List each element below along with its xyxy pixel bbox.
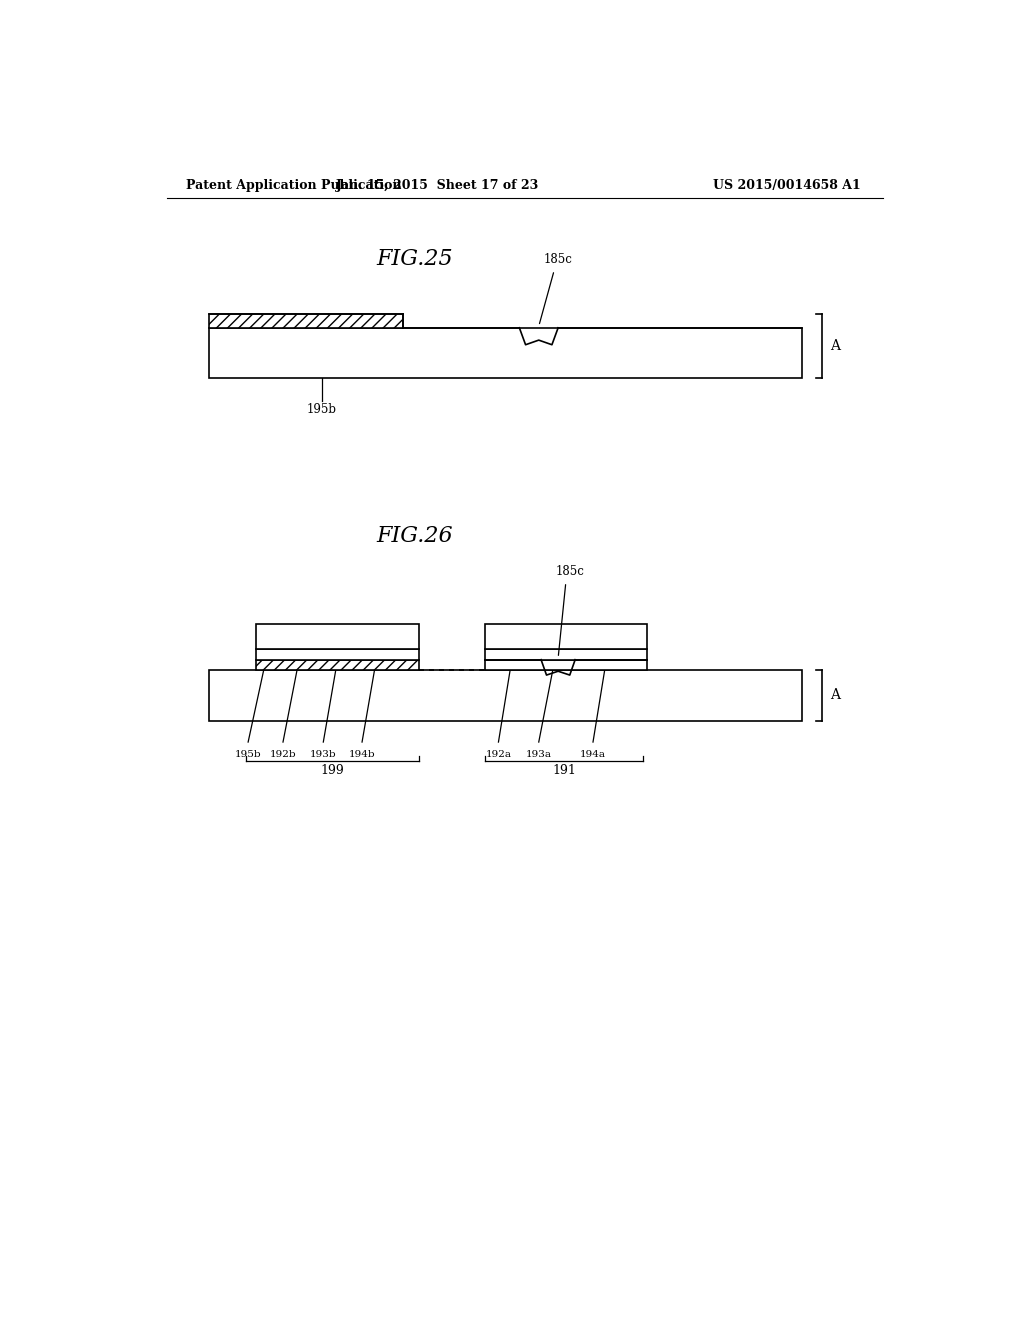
Text: A: A	[830, 689, 840, 702]
Bar	[484, 660, 647, 671]
Bar	[209, 314, 403, 327]
Text: 194a: 194a	[580, 750, 606, 759]
Text: Jan. 15, 2015  Sheet 17 of 23: Jan. 15, 2015 Sheet 17 of 23	[336, 178, 540, 191]
Bar	[209, 671, 802, 721]
Text: A: A	[830, 339, 840, 352]
Text: Patent Application Publication: Patent Application Publication	[186, 178, 401, 191]
Text: 195b: 195b	[307, 404, 337, 416]
Text: 191: 191	[552, 764, 575, 777]
Text: 185c: 185c	[544, 253, 572, 267]
Bar	[484, 649, 647, 660]
Bar	[484, 624, 647, 649]
Text: US 2015/0014658 A1: US 2015/0014658 A1	[713, 178, 860, 191]
Text: FIG.26: FIG.26	[377, 525, 453, 546]
Text: 193b: 193b	[310, 750, 337, 759]
Text: 192a: 192a	[485, 750, 511, 759]
Text: 185c: 185c	[555, 565, 584, 578]
Text: 195b: 195b	[234, 750, 261, 759]
Bar	[209, 327, 802, 378]
Text: 193a: 193a	[525, 750, 552, 759]
Bar	[256, 624, 419, 649]
Text: 199: 199	[321, 764, 344, 777]
Text: 194b: 194b	[349, 750, 376, 759]
Bar	[256, 649, 419, 660]
Bar	[256, 660, 419, 671]
Text: 192b: 192b	[269, 750, 296, 759]
Text: FIG.25: FIG.25	[377, 248, 453, 269]
